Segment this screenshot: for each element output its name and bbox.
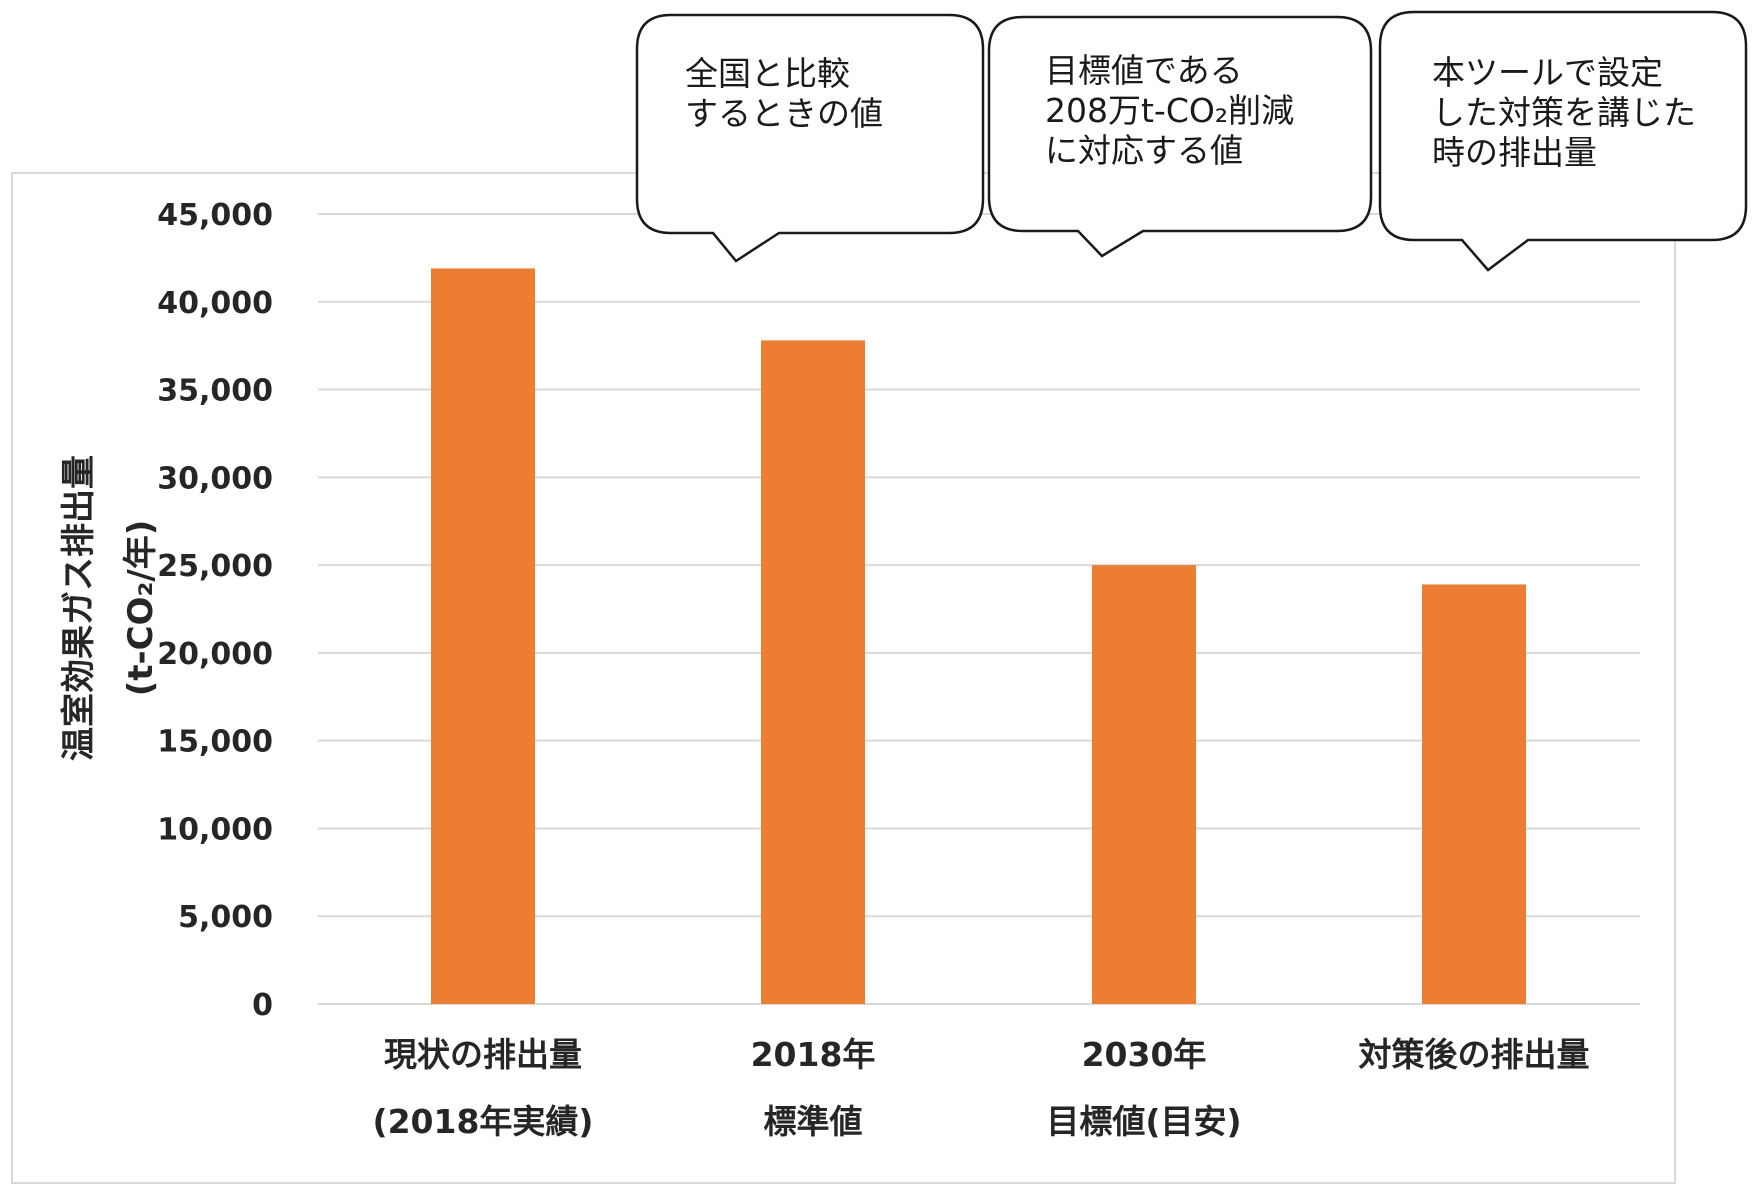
bar	[431, 268, 535, 1004]
callout-text: するときの値	[685, 94, 883, 133]
bar	[1092, 565, 1196, 1004]
callout-text: 全国と比較	[685, 54, 850, 93]
callout-text: した対策を講じた	[1432, 93, 1696, 132]
x-category-label: 目標値(目安)	[1046, 1102, 1241, 1141]
y-tick-label: 20,000	[157, 637, 273, 672]
y-tick-label: 15,000	[157, 725, 273, 760]
callout-text: 目標値である	[1045, 51, 1243, 90]
callout-bubble	[1378, 10, 1748, 272]
y-axis-label: 温室効果ガス排出量 (t-CO₂/年)	[59, 455, 161, 761]
y-tick-labels: 0 5,000 10,000 15,000 20,000 25,000 30,000 35,0…	[157, 198, 273, 1023]
x-category-label: 2018年	[751, 1035, 876, 1074]
y-axis-title: 温室効果ガス排出量	[59, 455, 99, 761]
bars	[431, 268, 1526, 1004]
callout-text: 208万t-CO₂削減	[1045, 91, 1294, 130]
x-category-label: 2030年	[1082, 1035, 1207, 1074]
bar	[761, 340, 865, 1004]
y-tick-label: 40,000	[157, 286, 273, 321]
callout-bubble	[635, 13, 985, 263]
x-category-label: 現状の排出量	[384, 1035, 582, 1074]
y-tick-label: 10,000	[157, 812, 273, 847]
y-tick-label: 45,000	[157, 198, 273, 233]
callout-bubble	[987, 15, 1373, 258]
y-tick-label: 5,000	[178, 900, 273, 935]
x-category-label: 対策後の排出量	[1359, 1035, 1590, 1074]
x-category-label: 標準値	[764, 1102, 863, 1141]
y-tick-label: 0	[252, 988, 273, 1023]
x-category-label: (2018年実績)	[372, 1102, 593, 1141]
y-axis-unit: (t-CO₂/年)	[121, 520, 161, 697]
y-tick-label: 30,000	[157, 461, 273, 496]
bar	[1422, 584, 1526, 1004]
callout-text: 本ツールで設定	[1432, 53, 1663, 92]
y-tick-label: 25,000	[157, 549, 273, 584]
callout-text: に対応する値	[1045, 131, 1243, 170]
y-tick-label: 35,000	[157, 374, 273, 409]
callout-text: 時の排出量	[1432, 133, 1597, 172]
